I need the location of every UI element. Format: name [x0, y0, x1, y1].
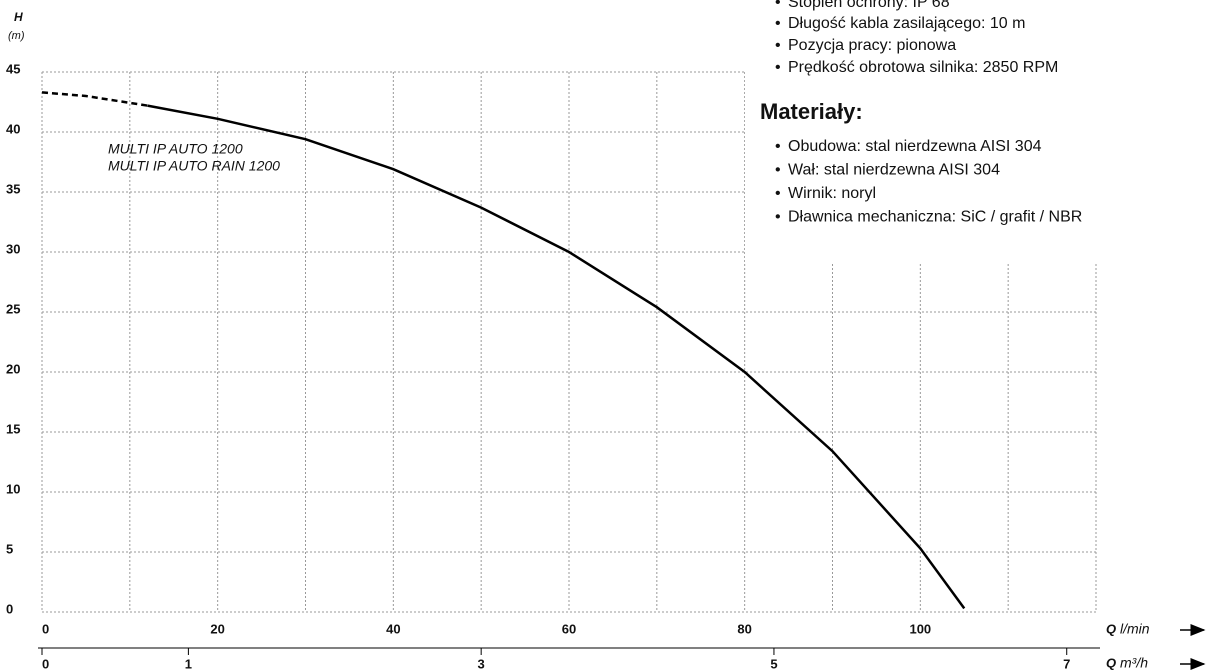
y-tick-label: 20: [6, 361, 20, 376]
y-tick-label: 30: [6, 241, 20, 256]
bullet: •: [775, 185, 781, 202]
curve: [147, 104, 966, 610]
x-tick-label: 100: [909, 621, 931, 636]
x2-tick-label: 5: [770, 656, 777, 671]
plot: [41, 91, 966, 610]
y-tick-label: 45: [6, 61, 20, 76]
bullet: •: [775, 138, 781, 155]
x-tick-label: 60: [562, 621, 576, 636]
y-tick-label: 10: [6, 481, 20, 496]
x2-label: Q: [1106, 655, 1116, 670]
bullet: •: [775, 37, 781, 54]
x-tick-label: 20: [210, 621, 224, 636]
bullet: •: [775, 15, 781, 32]
y-tick-label: 25: [6, 301, 20, 316]
material-item: Dławnica mechaniczna: SiC / grafit / NBR: [788, 209, 1082, 226]
bullet: •: [775, 59, 781, 76]
x2-tick-label: 7: [1063, 656, 1070, 671]
panel-background: [745, 0, 1105, 262]
x-unit: l/min: [1120, 621, 1150, 637]
x2-unit: m³/h: [1120, 655, 1148, 671]
x-label: Q: [1106, 621, 1116, 636]
spec-item: Pozycja pracy: pionowa: [788, 37, 956, 54]
x2-tick-label: 0: [42, 656, 49, 671]
x-tick-label: 0: [42, 621, 49, 636]
material-item: Obudowa: stal nierdzewna AISI 304: [788, 138, 1042, 155]
y-tick-label: 40: [6, 121, 20, 136]
bullet: •: [775, 0, 781, 11]
material-item: Wirnik: noryl: [788, 185, 876, 202]
y-tick-label: 0: [6, 601, 13, 616]
y-unit: (m): [8, 30, 25, 42]
x2-tick-label: 3: [478, 656, 485, 671]
curve: [41, 91, 148, 107]
spec-item: Długość kabla zasilającego: 10 m: [788, 15, 1025, 32]
bullet: •: [775, 162, 781, 179]
material-item: Wał: stal nierdzewna AISI 304: [788, 162, 1000, 179]
text-panel: • Stopień ochrony: IP 68 • Długość kabla za…: [760, 0, 1082, 226]
section-title: Materiały:: [760, 99, 863, 124]
x-tick-label: 80: [737, 621, 751, 636]
y-tick-label: 15: [6, 421, 20, 436]
spec-item: Stopień ochrony: IP 68: [788, 0, 950, 11]
annotation: MULTI IP AUTO 1200: [108, 141, 243, 157]
x2-tick-label: 1: [185, 656, 192, 671]
y-label: H: [14, 10, 23, 24]
y-tick-label: 5: [6, 541, 13, 556]
spec-item: Prędkość obrotowa silnika: 2850 RPM: [788, 59, 1058, 76]
y-tick-label: 35: [6, 181, 20, 196]
bullet: •: [775, 209, 781, 226]
annotation: MULTI IP AUTO RAIN 1200: [108, 158, 280, 174]
x-tick-label: 40: [386, 621, 400, 636]
